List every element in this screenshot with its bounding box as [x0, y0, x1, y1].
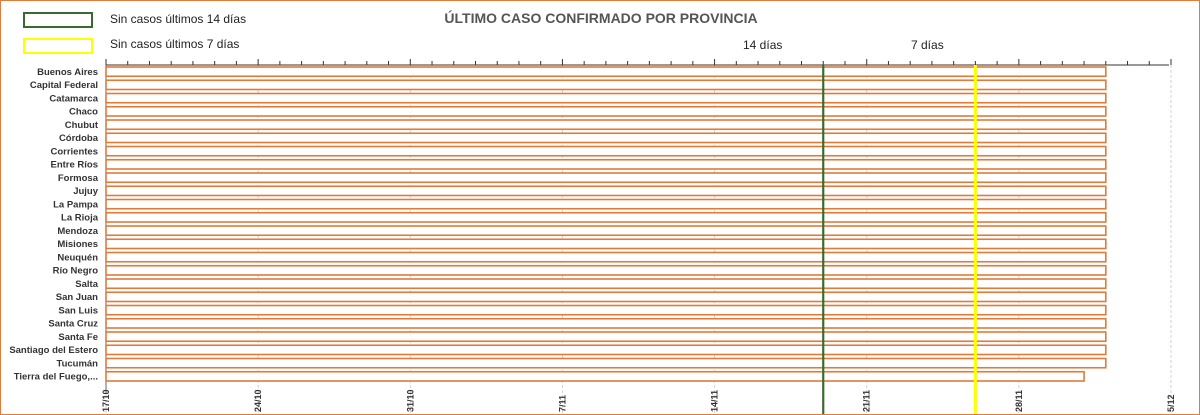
x-tick-label: 17/10 [101, 389, 111, 412]
category-label: San Juan [56, 292, 98, 303]
category-label: Catamarca [49, 93, 98, 104]
legend-swatch-14-days [23, 12, 93, 28]
bar [105, 304, 1107, 316]
category-label: Misiones [57, 239, 98, 250]
bar [105, 344, 1107, 356]
bar [105, 145, 1107, 157]
legend-label-14-days: Sin casos últimos 14 días [110, 12, 247, 26]
category-label: Tucumán [56, 358, 98, 369]
x-tick-label: 31/10 [405, 389, 415, 412]
category-label: La Rioja [61, 213, 99, 224]
bar [105, 92, 1107, 104]
category-label: Salta [75, 279, 98, 290]
x-tick-label: 14/11 [710, 390, 720, 412]
bar [105, 278, 1107, 290]
bar [105, 238, 1107, 250]
bar [105, 251, 1107, 263]
bar [105, 370, 1085, 382]
legend-label-7-days: Sin casos últimos 7 días [110, 37, 240, 51]
x-tick-label: 21/11 [862, 390, 872, 412]
bar [105, 317, 1107, 329]
category-label: Neuquén [57, 252, 98, 263]
bar [105, 79, 1107, 91]
x-tick-label: 7/11 [557, 395, 567, 412]
category-label: San Luis [58, 305, 98, 316]
bar [105, 225, 1107, 237]
bar [105, 357, 1107, 369]
category-label: La Pampa [53, 199, 99, 210]
category-label: Santa Fe [58, 332, 98, 343]
bar [105, 172, 1107, 184]
marker-label-7-days: 7 días [911, 38, 944, 52]
bar [105, 211, 1107, 223]
x-tick-label: 24/10 [253, 389, 263, 412]
category-label: Jujuy [73, 186, 99, 197]
category-label: Corrientes [50, 146, 98, 157]
x-tick-label: 5/12 [1166, 394, 1176, 412]
bar [105, 185, 1107, 197]
bar [105, 132, 1107, 144]
category-label: Tierra del Fuego,... [14, 372, 98, 383]
category-label: Chaco [69, 107, 98, 118]
marker-label-14-days: 14 días [743, 38, 783, 52]
category-label: Formosa [58, 173, 99, 184]
bar [105, 291, 1107, 303]
bar [105, 105, 1107, 117]
category-label: Santa Cruz [48, 319, 98, 330]
bar [105, 198, 1107, 210]
bar [105, 331, 1107, 343]
bar [105, 66, 1107, 78]
category-label: Chubut [65, 120, 99, 131]
category-label: Entre Ríos [50, 160, 98, 171]
category-label: Santiago del Estero [9, 345, 98, 356]
bar [105, 264, 1107, 276]
category-label: Río Negro [53, 266, 99, 277]
legend-swatch-7-days [23, 38, 93, 54]
x-tick-label: 28/11 [1014, 390, 1024, 412]
category-label: Capital Federal [30, 80, 98, 91]
category-label: Córdoba [59, 133, 99, 144]
category-label: Buenos Aires [37, 67, 98, 78]
category-label: Mendoza [57, 226, 98, 237]
bar [105, 119, 1107, 131]
chart-title: ÚLTIMO CASO CONFIRMADO POR PROVINCIA [444, 10, 758, 26]
bar [105, 158, 1107, 170]
